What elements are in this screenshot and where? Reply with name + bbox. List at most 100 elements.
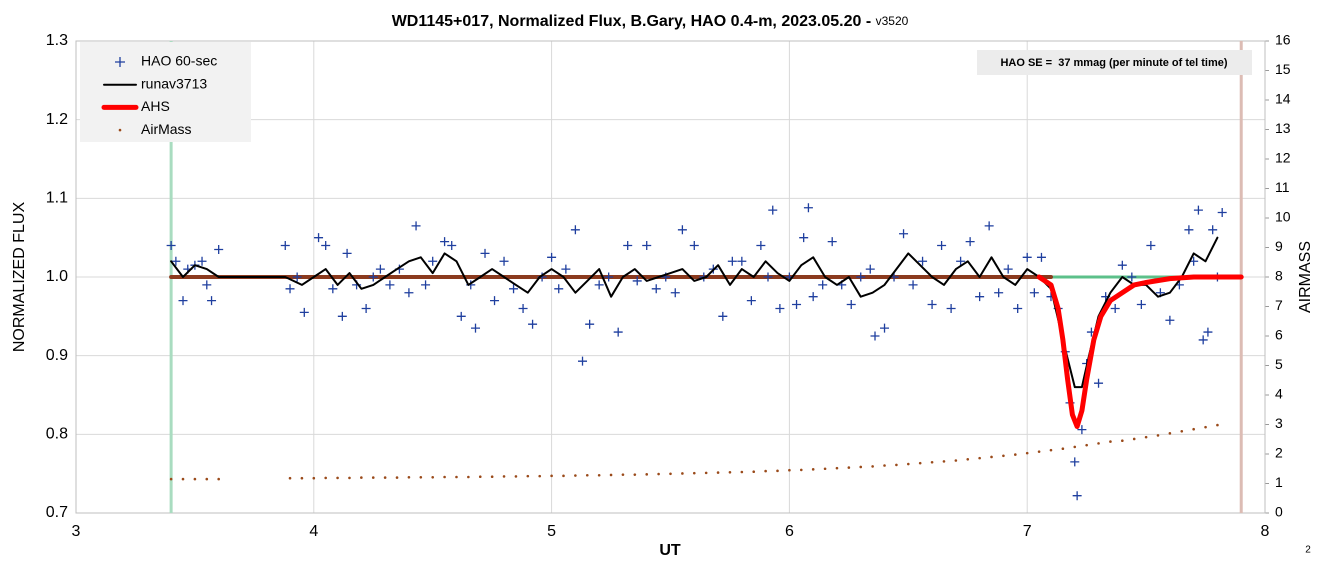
- data-point: [342, 248, 352, 258]
- title-version: v3520: [876, 14, 909, 28]
- airmass-point: [1085, 443, 1088, 447]
- data-point: [604, 272, 614, 282]
- airmass-point: [288, 476, 292, 480]
- data-point: [1146, 241, 1156, 251]
- data-point: [578, 356, 588, 366]
- airmass-point: [585, 473, 589, 477]
- data-point: [737, 256, 747, 266]
- data-point: [1022, 252, 1032, 262]
- data-point: [1217, 207, 1227, 217]
- data-point: [994, 288, 1004, 298]
- data-point: [1184, 225, 1194, 235]
- airmass-point: [990, 455, 993, 459]
- airmass-point: [1204, 425, 1207, 429]
- airmass-point: [918, 461, 922, 465]
- data-point: [1036, 252, 1046, 262]
- airmass-point: [205, 477, 209, 481]
- airmass-point: [169, 477, 173, 481]
- data-point: [285, 284, 295, 294]
- data-point: [792, 300, 802, 310]
- airmass-point: [514, 475, 518, 478]
- data-point: [1013, 303, 1023, 313]
- y2-tick-label: 11: [1275, 179, 1290, 195]
- x-tick-label: 3: [72, 523, 81, 540]
- y-tick-label: 1.0: [46, 268, 68, 285]
- airmass-point: [478, 475, 482, 479]
- airmass-point: [1121, 439, 1124, 443]
- data-point: [594, 280, 604, 290]
- x-tick-label: 4: [309, 523, 318, 540]
- airmass-point: [1132, 437, 1136, 441]
- airmass-point: [954, 459, 958, 462]
- data-point: [727, 256, 737, 266]
- airmass-point: [823, 467, 827, 471]
- data-point: [1193, 205, 1203, 215]
- airmass-point: [538, 474, 542, 478]
- data-point: [1165, 315, 1175, 325]
- airmass-point: [1061, 447, 1065, 450]
- airmass-point: [443, 475, 446, 479]
- airmass-point: [348, 476, 351, 480]
- airmass-point: [764, 469, 767, 473]
- airmass-point: [1180, 429, 1184, 433]
- data-point: [1029, 288, 1039, 298]
- data-point: [447, 241, 457, 251]
- airmass-point: [312, 476, 316, 480]
- data-point: [746, 296, 756, 306]
- y2-tick-label: 13: [1275, 120, 1291, 136]
- data-point: [314, 233, 324, 243]
- legend-label: AHS: [141, 98, 170, 114]
- y-tick-label: 1.1: [46, 190, 68, 207]
- airmass-point: [811, 468, 815, 471]
- data-point: [984, 221, 994, 231]
- airmass-point: [419, 476, 423, 479]
- data-point: [171, 256, 181, 266]
- data-point: [428, 256, 438, 266]
- airmass-point: [1049, 448, 1053, 452]
- airmass-point: [181, 477, 185, 481]
- data-point: [1208, 225, 1218, 235]
- data-point: [908, 280, 918, 290]
- data-point: [385, 280, 395, 290]
- airmass-point: [930, 460, 934, 464]
- airmass-point: [1097, 442, 1100, 445]
- data-point: [1110, 303, 1120, 313]
- y2-tick-label: 5: [1275, 356, 1283, 372]
- data-point: [361, 303, 371, 313]
- airmass-point: [704, 471, 708, 475]
- airmass-point: [1014, 453, 1017, 456]
- data-point: [718, 311, 728, 321]
- annotation-box: [977, 50, 1252, 75]
- data-point: [214, 244, 224, 254]
- data-point: [547, 252, 557, 262]
- data-point: [292, 272, 302, 282]
- data-point: [207, 296, 217, 306]
- y2-tick-label: 8: [1275, 268, 1283, 284]
- x-tick-label: 5: [547, 523, 556, 540]
- legend-label: AirMass: [141, 121, 192, 137]
- data-point: [827, 237, 837, 247]
- legend-label: HAO 60-sec: [141, 53, 217, 69]
- data-point: [803, 203, 813, 213]
- airmass-point: [978, 456, 981, 460]
- data-point: [528, 319, 538, 329]
- series-line: [1036, 274, 1244, 429]
- x-tick-label: 7: [1023, 523, 1032, 540]
- y2-tick-label: 3: [1275, 415, 1283, 431]
- data-point: [937, 241, 947, 251]
- airmass-point: [776, 469, 779, 473]
- data-point: [865, 264, 875, 274]
- legend-marker: [118, 128, 122, 132]
- data-point: [899, 229, 909, 239]
- data-point: [946, 303, 956, 313]
- airmass-point: [788, 468, 791, 472]
- y2-tick-label: 12: [1275, 150, 1291, 166]
- airmass-point: [526, 474, 530, 478]
- y-tick-label: 1.2: [46, 111, 68, 128]
- airmass-point: [883, 464, 886, 467]
- data-point: [856, 272, 866, 282]
- data-point: [613, 327, 623, 337]
- airmass-point: [740, 470, 744, 474]
- data-point: [689, 241, 699, 251]
